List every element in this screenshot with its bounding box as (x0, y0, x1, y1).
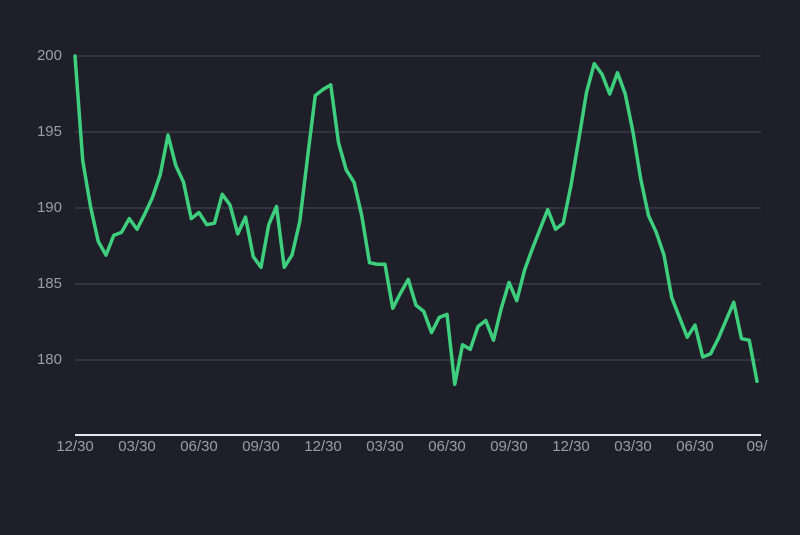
x-tick-label: 03/30 (614, 438, 652, 455)
x-tick-label: 03/30 (118, 438, 156, 455)
data-line (73, 54, 759, 387)
y-tick-label: 180 (37, 351, 62, 368)
x-tick-label: 12/30 (56, 438, 94, 455)
x-tick-label: 12/30 (552, 438, 590, 455)
x-tick-label: 12/30 (304, 438, 342, 455)
y-tick-label: 190 (37, 199, 62, 216)
x-tick-label: 03/30 (366, 438, 404, 455)
x-tick-label: 09/30 (490, 438, 528, 455)
y-tick-label: 200 (37, 47, 62, 64)
x-tick-label: 06/30 (428, 438, 466, 455)
x-tick-label: 09/30 (242, 438, 280, 455)
x-tick-label: 06/30 (676, 438, 714, 455)
y-tick-label: 195 (37, 123, 62, 140)
x-tick-label: 06/30 (180, 438, 218, 455)
x-tick-label: 09/ (747, 438, 769, 455)
y-tick-label: 185 (37, 275, 62, 292)
